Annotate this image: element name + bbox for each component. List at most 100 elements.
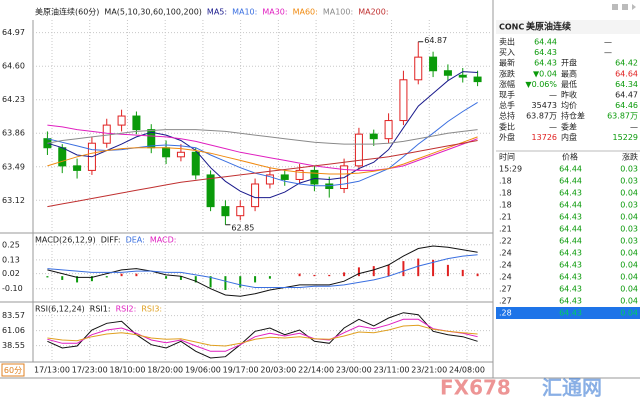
tick-cell: .18 [499,189,512,198]
quote-value: 64.47 [615,91,638,100]
candle-body [458,74,467,78]
quote-value: — [630,122,638,131]
y-tick-label: 0.13 [2,255,20,264]
tick-cell: 0.03 [620,237,638,246]
y-tick-label: 0.02 [2,269,20,278]
y-tick-label: 38.55 [2,341,25,350]
x-tick-label: 17/13:00 [34,366,70,375]
line-series [47,136,478,175]
legend-label: MA200: [358,8,388,17]
candle-body [176,151,185,158]
candle-body [58,147,67,167]
legend-label: RSI(6,12,24) [35,305,85,314]
tick-cell: 64.44 [559,225,582,234]
quote-value: 64.43 [534,48,557,57]
quote-value: 13726 [532,133,557,142]
tick-cell: 64.44 [559,201,582,210]
tick-cell: 0.04 [620,261,638,270]
line-series [47,254,478,288]
candle-body [221,206,230,217]
tick-cell: 0.04 [620,285,638,294]
candle-body [280,174,289,180]
contract-name: 美原油连续 [526,21,571,33]
tick-cell: 64.43 [559,297,582,306]
candle-body [265,174,274,185]
candle-body [162,147,171,158]
tick-cell: 0.04 [620,309,638,318]
legend-label: MA100: [323,8,353,17]
tick-cell: 0.03 [620,201,638,210]
quote-value: 63.87万 [607,112,638,121]
candle-body [473,76,482,83]
legend-label: RSI3: [141,305,162,314]
quote-label: 内盘 [561,132,577,142]
quote-label: 现手 [499,90,515,100]
candle-body [102,124,111,144]
tick-header: 涨跌 [622,152,638,162]
quote-value: 64.44 [534,38,557,47]
tick-cell: .18 [499,201,512,210]
tick-cell: .24 [499,273,512,282]
quote-value: 64.46 [615,101,638,110]
line-series [47,101,478,187]
x-tick-label: 24/08:00 [449,366,485,375]
quote-label: 卖出 [499,37,515,47]
contract-code: CONC [499,23,524,32]
legend-label: MACD(26,12,9) [35,236,96,245]
tick-cell: 64.43 [559,189,582,198]
tick-cell: 64.43 [559,261,582,270]
quote-value: 35473 [532,101,557,110]
y-tick-label: 64.23 [2,95,25,104]
tick-cell: .27 [499,285,512,294]
quote-value: 64.43 [534,59,557,68]
period-label[interactable]: 60分 [4,366,22,375]
line-series [47,318,478,352]
line-series [47,312,478,359]
quote-label: 昨收 [561,90,577,100]
quote-value: 64.64 [615,69,638,78]
quote-label: 涨幅 [499,79,515,89]
window-icons[interactable] [612,4,636,10]
y-tick-label: 63.86 [2,129,25,138]
legend-label: MA60: [293,8,318,17]
quote-label: 持仓差 [561,111,585,121]
period-box[interactable] [1,363,25,377]
tick-cell: 0.04 [620,297,638,306]
candle-body [310,169,319,185]
legend-label: MA10: [232,8,257,17]
line-series [47,245,478,297]
quote-label: 总手 [499,100,515,110]
quote-value: 64.42 [615,59,638,68]
candle-body [354,133,363,167]
quote-label: 买入 [499,48,515,57]
quote-label: 最低 [561,79,577,89]
x-tick-label: 19/17:00 [223,366,259,375]
x-tick-label: 19/06:00 [185,366,221,375]
y-tick-label: 63.12 [2,196,25,205]
quote-value: 64.34 [615,80,638,89]
candle-body [443,70,452,76]
tick-cell: 64.43 [559,213,582,222]
quote-label: 委比 [499,121,515,131]
tick-cell: 64.43 [559,249,582,258]
quote-value: 15229 [613,133,638,142]
quote-extra: — [604,38,612,47]
quote-label: 委差 [561,121,577,131]
panel-title-bg [496,20,640,34]
candle-body [295,169,304,180]
candle-body [132,115,141,131]
quote-label: 外盘 [499,132,515,142]
tick-cell: 64.43 [559,285,582,294]
legend-label: DEA: [126,236,145,245]
candle-body [206,174,215,208]
quote-extra: — [604,48,612,57]
y-tick-label: 63.49 [2,162,25,171]
x-tick-label: 23/11:00 [374,366,410,375]
candle-body [429,56,438,72]
tick-cell: .21 [499,213,512,222]
tick-cell: 0.04 [620,273,638,282]
x-tick-label: 18/20:00 [147,366,183,375]
candle-body [369,133,378,140]
tick-cell: .22 [499,237,512,246]
